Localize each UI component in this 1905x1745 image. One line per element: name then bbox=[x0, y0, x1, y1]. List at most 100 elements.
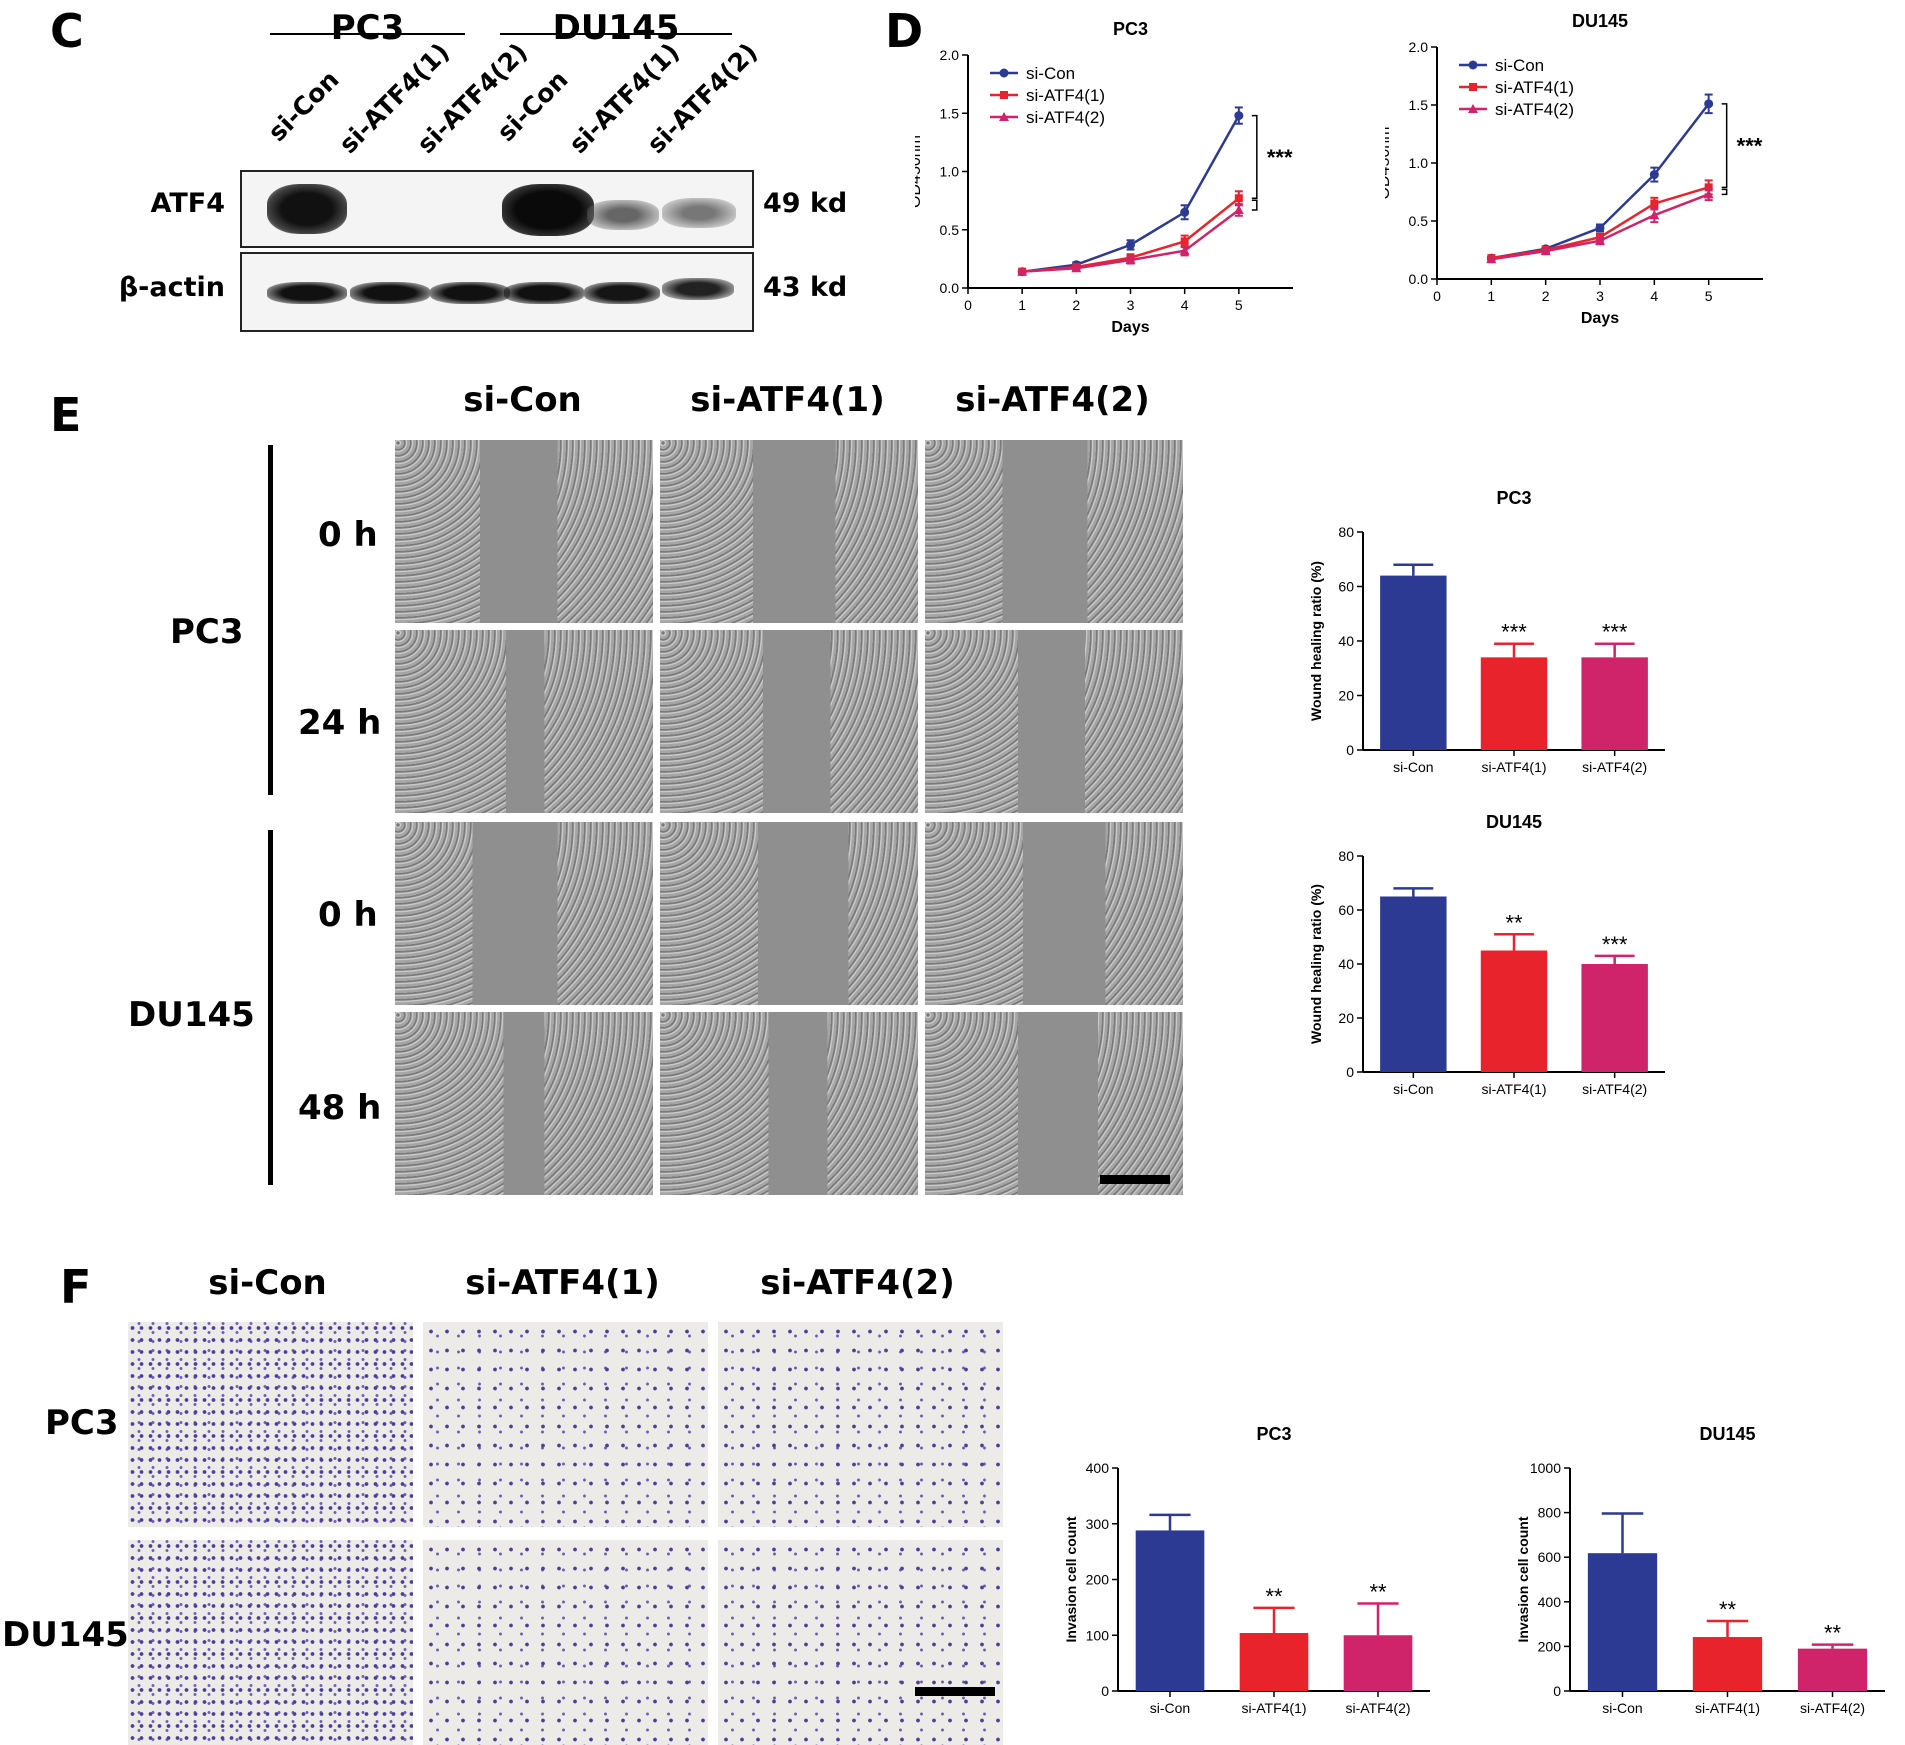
column-header: si-Con bbox=[208, 1263, 327, 1303]
x-tick-label: 4 bbox=[1181, 297, 1189, 313]
cell-line-label: PC3 bbox=[45, 1403, 119, 1443]
legend-marker bbox=[1468, 60, 1478, 70]
wound-image bbox=[925, 630, 1183, 813]
bar bbox=[1581, 657, 1648, 750]
scale-bar bbox=[1100, 1175, 1170, 1184]
group-bracket bbox=[268, 445, 273, 795]
group-label-pc3: PC3 bbox=[330, 8, 405, 48]
bar bbox=[1239, 1633, 1309, 1691]
x-tick-label: 2 bbox=[1072, 297, 1080, 313]
chart-e-du145: DU145 0 20 40 60 80 Wound healing ratio (%) si-… bbox=[1308, 812, 1665, 1097]
significance-bracket bbox=[1721, 188, 1728, 196]
wound-image bbox=[395, 630, 653, 813]
x-tick-label: 1 bbox=[1487, 288, 1495, 304]
data-point bbox=[1017, 266, 1028, 276]
y-tick-label: 100 bbox=[1086, 1627, 1110, 1643]
blot-band bbox=[430, 282, 510, 304]
wound-image bbox=[660, 440, 918, 623]
significance-label: *** bbox=[1737, 134, 1763, 159]
blot-band bbox=[587, 200, 659, 230]
y-tick-label: 0.5 bbox=[940, 222, 960, 238]
y-tick-label: 0 bbox=[1101, 1683, 1109, 1699]
x-tick-label: 3 bbox=[1127, 297, 1135, 313]
x-tick-label: si-Con bbox=[1393, 1081, 1433, 1097]
significance-label: *** bbox=[1267, 145, 1293, 170]
group-line-pc3 bbox=[270, 33, 465, 35]
legend-marker bbox=[1469, 83, 1477, 91]
column-header: si-ATF4(1) bbox=[465, 1263, 660, 1303]
data-point bbox=[1125, 255, 1136, 265]
y-tick-label: 0 bbox=[1553, 1683, 1561, 1699]
significance-label: *** bbox=[1602, 932, 1628, 957]
y-tick-label: 0 bbox=[1346, 742, 1354, 758]
column-header: si-ATF4(1) bbox=[690, 380, 885, 420]
significance-label: ** bbox=[1265, 1584, 1283, 1609]
column-header: si-ATF4(2) bbox=[955, 380, 1150, 420]
group-line-du145 bbox=[500, 33, 732, 35]
cell-line-label: DU145 bbox=[2, 1615, 129, 1655]
chart-title: DU145 bbox=[1572, 11, 1628, 31]
y-tick-label: 1.5 bbox=[1409, 97, 1429, 113]
bar bbox=[1692, 1637, 1763, 1691]
significance-label: ** bbox=[1719, 1597, 1737, 1622]
timepoint-label: 0 h bbox=[318, 895, 378, 935]
invasion-image bbox=[128, 1322, 413, 1527]
data-point bbox=[1595, 223, 1605, 233]
wound-image bbox=[925, 1012, 1183, 1195]
wound-image bbox=[660, 630, 918, 813]
invasion-image bbox=[718, 1540, 1003, 1745]
data-point bbox=[1126, 240, 1135, 250]
x-tick-label: 0 bbox=[1433, 288, 1441, 304]
significance-label: ** bbox=[1824, 1621, 1842, 1646]
x-tick-label: si-ATF4(2) bbox=[1345, 1700, 1410, 1716]
x-tick-label: 0 bbox=[964, 297, 972, 313]
y-tick-label: 2.0 bbox=[940, 47, 960, 63]
significance-label: ** bbox=[1369, 1579, 1387, 1604]
panel-label-d: D bbox=[885, 4, 924, 58]
y-tick-label: 200 bbox=[1086, 1572, 1110, 1588]
invasion-image bbox=[423, 1540, 708, 1745]
data-point bbox=[1179, 245, 1190, 255]
chart-title: DU145 bbox=[1699, 1424, 1755, 1444]
wound-image bbox=[395, 440, 653, 623]
panel-label-e: E bbox=[50, 388, 82, 442]
significance-bracket bbox=[1251, 199, 1258, 211]
y-tick-label: 300 bbox=[1086, 1516, 1110, 1532]
x-tick-label: si-Con bbox=[1393, 759, 1433, 775]
y-axis-label: Wound healing ratio (%) bbox=[1308, 561, 1324, 721]
legend-marker bbox=[1000, 91, 1008, 99]
panel-label-c: C bbox=[50, 4, 84, 58]
blot-row-label: ATF4 bbox=[150, 188, 225, 219]
x-tick-label: si-ATF4(2) bbox=[1800, 1700, 1865, 1716]
data-point bbox=[1071, 263, 1082, 273]
x-tick-label: 3 bbox=[1596, 288, 1604, 304]
y-tick-label: 800 bbox=[1538, 1505, 1562, 1521]
x-axis-label: Days bbox=[1111, 319, 1149, 336]
legend-label: si-Con bbox=[1026, 64, 1075, 83]
y-tick-label: 80 bbox=[1338, 848, 1354, 864]
y-tick-label: 1.5 bbox=[940, 105, 960, 121]
blot-band bbox=[662, 278, 734, 300]
data-point bbox=[1180, 207, 1190, 217]
bar bbox=[1587, 1553, 1658, 1691]
y-tick-label: 60 bbox=[1338, 902, 1354, 918]
y-tick-label: 20 bbox=[1338, 1010, 1354, 1026]
column-header: si-Con bbox=[463, 380, 582, 420]
y-tick-label: 400 bbox=[1538, 1594, 1562, 1610]
x-tick-label: si-ATF4(1) bbox=[1481, 759, 1546, 775]
invasion-image bbox=[128, 1540, 413, 1745]
chart-f-du145: DU145 0 200 400 600 800 1000 Invasion cell coun… bbox=[1515, 1424, 1885, 1716]
significance-label: *** bbox=[1501, 620, 1527, 645]
y-tick-label: 1000 bbox=[1530, 1460, 1561, 1476]
x-tick-label: 2 bbox=[1542, 288, 1550, 304]
y-tick-label: 0.0 bbox=[1409, 271, 1429, 287]
data-point bbox=[1649, 210, 1660, 220]
x-tick-label: si-ATF4(2) bbox=[1582, 759, 1647, 775]
chart-f-pc3: PC3 0 100 200 300 400 Invasion cell count si-Co… bbox=[1063, 1424, 1430, 1716]
bar bbox=[1380, 575, 1447, 750]
y-tick-label: 60 bbox=[1338, 579, 1354, 595]
y-tick-label: 1.0 bbox=[1409, 155, 1429, 171]
blot-band bbox=[504, 282, 584, 304]
x-tick-label: si-ATF4(2) bbox=[1582, 1081, 1647, 1097]
y-tick-label: 400 bbox=[1086, 1460, 1110, 1476]
